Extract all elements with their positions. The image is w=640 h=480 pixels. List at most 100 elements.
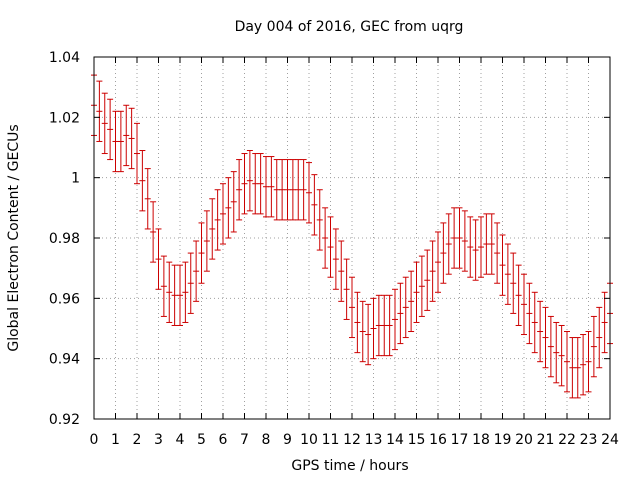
data-point — [96, 80, 103, 142]
x-tick-label: 13 — [365, 432, 383, 448]
data-point — [279, 159, 286, 221]
data-point — [128, 107, 135, 170]
y-tick-label: 1 — [71, 171, 80, 187]
data-point — [268, 156, 275, 218]
data-point — [112, 110, 119, 173]
x-tick-label: 9 — [283, 432, 292, 448]
data-point — [257, 153, 264, 215]
x-tick-label: 8 — [262, 432, 271, 448]
data-point — [306, 162, 312, 224]
x-tick-label: 14 — [386, 432, 404, 448]
data-point — [214, 189, 221, 251]
data-point — [574, 337, 581, 399]
data-point — [316, 189, 323, 251]
data-point — [424, 249, 431, 311]
data-point — [590, 315, 597, 378]
data-point — [300, 159, 307, 221]
data-point — [203, 210, 210, 272]
data-point — [435, 231, 441, 293]
data-series — [91, 74, 613, 399]
data-point — [429, 240, 436, 302]
x-tick-label: 10 — [300, 432, 318, 448]
data-point — [504, 243, 511, 305]
data-point — [273, 159, 280, 221]
data-point — [461, 210, 468, 272]
x-tick-label: 18 — [472, 432, 490, 448]
x-axis-title: GPS time / hours — [291, 458, 408, 474]
data-point — [553, 321, 560, 384]
x-tick-label: 23 — [580, 432, 598, 448]
data-point — [402, 276, 409, 339]
data-point — [478, 216, 484, 278]
data-point — [397, 282, 404, 345]
data-point — [263, 156, 269, 218]
data-point — [542, 306, 549, 369]
data-point — [494, 222, 501, 284]
data-point — [580, 334, 587, 396]
data-point — [526, 282, 533, 345]
data-point — [230, 171, 237, 233]
x-tick-label: 17 — [451, 432, 469, 448]
x-tick-label: 0 — [90, 432, 99, 448]
x-tick-label: 7 — [240, 432, 249, 448]
data-point — [236, 159, 243, 221]
data-point — [134, 122, 140, 185]
data-point — [601, 291, 608, 354]
data-point — [252, 153, 259, 215]
x-axis-tick-labels: 0 1 2 3 4 5 6 7 8 9 10 11 12 13 14 15 16 17 18 19 20 21 22 23 24 — [90, 432, 619, 448]
data-point — [558, 324, 565, 387]
data-point — [209, 198, 216, 260]
data-point — [246, 150, 253, 212]
data-point — [408, 270, 415, 333]
data-point — [338, 240, 345, 302]
data-point — [101, 92, 108, 155]
data-point — [123, 104, 130, 167]
data-point — [117, 110, 124, 173]
data-point — [413, 261, 420, 323]
y-axis-tick-labels: 0.92 0.94 0.96 0.98 1 1.02 1.04 — [49, 50, 80, 428]
data-point — [585, 331, 592, 393]
data-point — [564, 331, 570, 393]
x-tick-label: 6 — [219, 432, 228, 448]
data-point — [220, 183, 226, 245]
data-point — [472, 219, 479, 281]
x-tick-label: 3 — [154, 432, 163, 448]
data-point — [349, 276, 355, 339]
y-tick-label: 0.96 — [49, 291, 80, 307]
data-point — [467, 216, 474, 278]
data-point — [107, 98, 114, 161]
data-point — [440, 222, 447, 284]
data-point — [166, 261, 173, 323]
y-tick-label: 0.98 — [49, 231, 80, 247]
y-tick-label: 0.92 — [49, 412, 80, 428]
data-point — [327, 216, 334, 278]
data-point — [139, 150, 146, 212]
x-tick-label: 16 — [429, 432, 447, 448]
data-point — [322, 207, 329, 269]
data-point — [451, 207, 458, 269]
x-tick-label: 11 — [322, 432, 340, 448]
x-tick-label: 12 — [343, 432, 361, 448]
y-tick-label: 0.94 — [49, 352, 80, 368]
data-point — [521, 273, 527, 336]
data-point — [198, 222, 205, 284]
data-point — [150, 201, 157, 263]
data-point — [225, 177, 232, 239]
x-tick-label: 21 — [537, 432, 555, 448]
axis-ticks — [93, 56, 611, 420]
data-point — [359, 300, 366, 363]
data-point — [284, 159, 291, 221]
data-point — [182, 261, 189, 323]
data-point — [241, 153, 248, 215]
data-point — [354, 291, 361, 354]
data-point — [515, 264, 522, 326]
x-tick-label: 5 — [197, 432, 206, 448]
data-point — [381, 294, 388, 357]
data-point — [386, 294, 393, 357]
x-tick-label: 22 — [558, 432, 576, 448]
x-tick-label: 1 — [111, 432, 120, 448]
data-point — [370, 297, 377, 360]
x-tick-label: 19 — [494, 432, 512, 448]
x-tick-label: 24 — [601, 432, 619, 448]
